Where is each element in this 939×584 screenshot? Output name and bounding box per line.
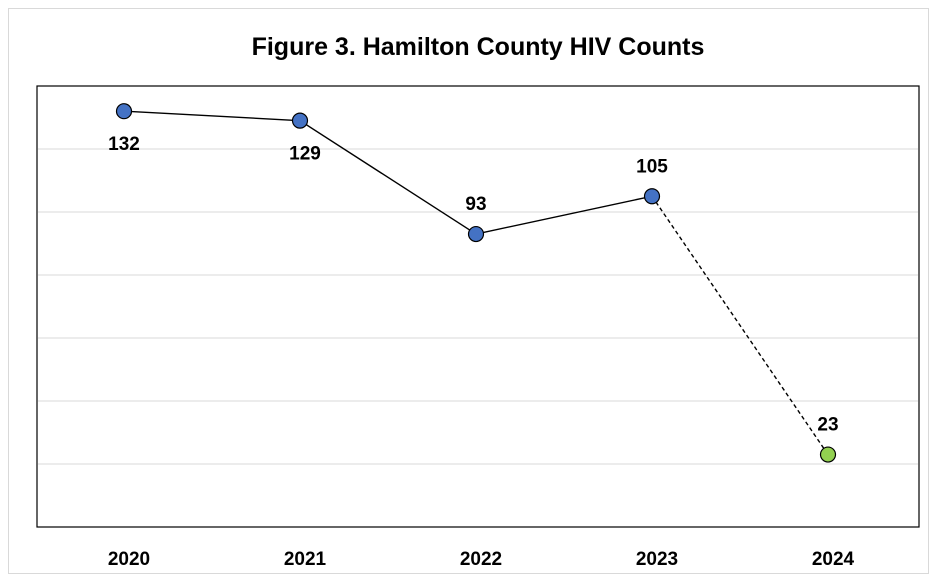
data-point-2020 bbox=[115, 103, 133, 120]
x-tick-label-2023: 2023 bbox=[636, 549, 678, 570]
data-label-2021: 129 bbox=[289, 144, 321, 165]
data-markers bbox=[115, 103, 837, 463]
data-label-2023: 105 bbox=[636, 156, 668, 177]
series-segment bbox=[475, 195, 653, 235]
data-label-2020: 132 bbox=[108, 134, 140, 155]
series-segment bbox=[299, 120, 477, 235]
series-segment-dashed bbox=[651, 195, 829, 455]
series-lines bbox=[123, 110, 829, 455]
data-labels: 132 129 93 105 23 bbox=[108, 134, 838, 435]
gridlines bbox=[38, 148, 918, 465]
plot-area bbox=[36, 85, 920, 528]
data-label-2024: 23 bbox=[817, 415, 838, 436]
x-tick-label-2024: 2024 bbox=[812, 549, 855, 570]
data-point-2024 bbox=[819, 446, 837, 463]
series-segment bbox=[123, 110, 301, 122]
chart-title: Figure 3. Hamilton County HIV Counts bbox=[252, 33, 705, 61]
x-tick-label-2022: 2022 bbox=[460, 549, 502, 570]
x-tick-label-2021: 2021 bbox=[284, 549, 327, 570]
data-label-2022: 93 bbox=[465, 194, 486, 215]
data-point-2022 bbox=[467, 225, 485, 243]
x-tick-label-2020: 2020 bbox=[108, 549, 150, 570]
x-axis-tick-labels: 2020 2021 2022 2023 2024 bbox=[108, 549, 855, 570]
data-point-2021 bbox=[291, 112, 309, 129]
data-point-2023 bbox=[643, 188, 661, 205]
